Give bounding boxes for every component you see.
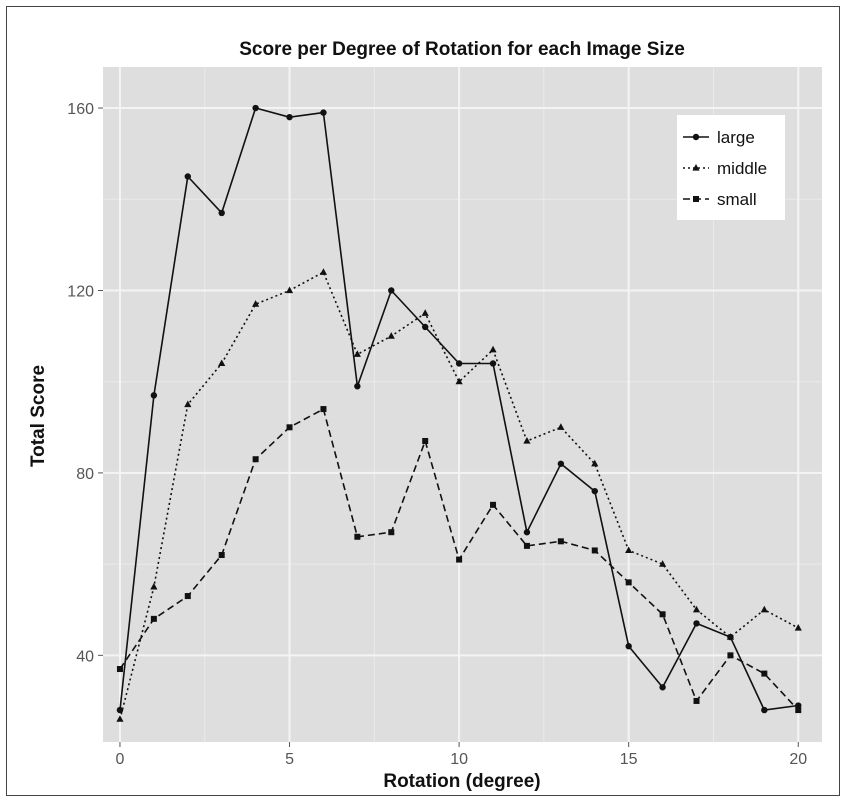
data-point-small — [218, 552, 225, 559]
series-line-middle — [119, 271, 799, 720]
data-point-small — [286, 424, 293, 431]
x-tick-label: 0 — [116, 751, 125, 768]
data-point-middle — [150, 582, 158, 590]
data-point-small — [625, 579, 632, 586]
data-point-small — [795, 707, 802, 714]
data-point-large — [557, 460, 565, 467]
data-point-middle — [794, 623, 802, 631]
data-point-middle — [184, 400, 192, 408]
data-point-middle — [387, 332, 395, 339]
data-point-middle — [760, 605, 768, 613]
data-point-small — [591, 547, 598, 554]
data-point-middle — [726, 633, 735, 640]
data-point-middle — [252, 300, 260, 307]
data-point-large — [388, 287, 395, 294]
data-point-middle — [489, 345, 497, 353]
y-axis-title: Total Score — [28, 365, 49, 467]
legend-key-marker — [692, 133, 700, 141]
data-point-large — [625, 643, 632, 650]
data-point-small — [693, 697, 700, 704]
data-point-small — [456, 556, 463, 563]
y-tick-label: 80 — [76, 466, 94, 483]
data-point-small — [116, 666, 123, 673]
data-point-small — [659, 611, 666, 618]
data-point-small — [388, 529, 395, 536]
data-point-large — [659, 684, 666, 691]
data-point-large — [116, 706, 124, 714]
x-tick-label: 10 — [450, 751, 468, 768]
data-point-large — [252, 104, 259, 112]
data-point-middle — [625, 546, 633, 554]
legend-label: large — [717, 128, 755, 147]
data-point-middle — [218, 359, 226, 367]
data-point-large — [286, 113, 293, 121]
data-point-large — [455, 360, 463, 367]
data-point-middle — [523, 436, 531, 444]
legend-item-middle: middle — [683, 159, 767, 178]
legend-item-small: small — [683, 190, 757, 209]
legend-item-large: large — [683, 128, 755, 147]
legend-label: small — [717, 190, 757, 209]
data-point-small — [761, 670, 768, 677]
legend: large middle small — [677, 115, 785, 220]
y-tick-label: 160 — [67, 101, 94, 118]
x-tick-label: 15 — [620, 751, 638, 768]
data-point-middle — [319, 268, 328, 275]
data-point-middle — [116, 715, 124, 722]
data-point-large — [489, 360, 497, 367]
data-point-large — [523, 529, 531, 536]
y-axis: 40 80 120 160 — [67, 101, 103, 665]
data-point-large — [150, 392, 158, 399]
data-point-large — [421, 323, 429, 331]
data-point-middle — [285, 286, 294, 294]
y-tick-label: 120 — [67, 283, 94, 300]
data-point-large — [761, 706, 768, 714]
legend-key-marker — [693, 196, 699, 202]
data-point-middle — [421, 309, 429, 316]
series-layer — [116, 104, 802, 722]
data-point-small — [354, 533, 361, 540]
data-point-large — [320, 109, 327, 116]
legend-key-marker — [692, 164, 700, 171]
data-point-large — [354, 383, 361, 390]
series-middle — [116, 268, 802, 722]
data-point-middle — [692, 605, 701, 613]
legend-label: middle — [717, 159, 767, 178]
data-point-small — [320, 406, 327, 413]
data-point-middle — [591, 459, 599, 467]
data-point-middle — [455, 377, 463, 385]
series-small — [116, 406, 802, 714]
data-point-large — [693, 620, 700, 627]
data-point-middle — [658, 560, 667, 567]
data-point-small — [523, 542, 530, 549]
data-point-small — [252, 456, 259, 463]
data-point-small — [150, 615, 157, 622]
grid-major — [103, 67, 822, 742]
x-tick-label: 5 — [285, 751, 294, 768]
data-point-small — [184, 593, 191, 600]
data-point-large — [184, 173, 191, 180]
series-large — [116, 104, 802, 714]
chart-title: Score per Degree of Rotation for each Im… — [239, 39, 685, 60]
y-tick-label: 40 — [76, 648, 94, 665]
x-axis: 0 5 10 15 20 — [116, 742, 807, 768]
data-point-small — [727, 652, 734, 659]
data-point-middle — [353, 350, 361, 357]
data-point-small — [422, 437, 429, 444]
data-point-small — [557, 538, 564, 545]
data-point-small — [490, 501, 497, 508]
x-tick-label: 20 — [789, 751, 807, 768]
x-axis-title: Rotation (degree) — [383, 771, 540, 792]
data-point-large — [218, 209, 225, 217]
data-point-large — [591, 487, 598, 495]
data-point-middle — [557, 423, 565, 430]
